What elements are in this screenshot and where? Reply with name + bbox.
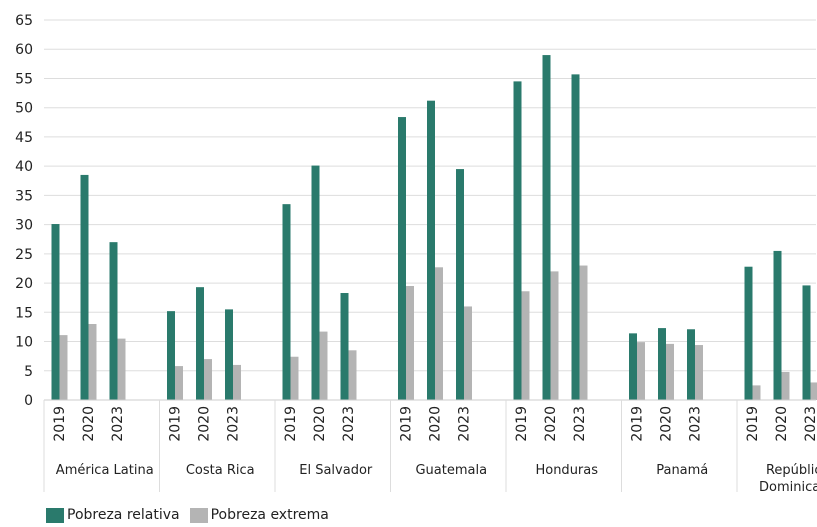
bar-pobreza-relativa <box>571 74 580 400</box>
x-tick-label-year: 2023 <box>110 406 126 442</box>
y-tick-label: 60 <box>15 42 33 58</box>
x-tick-label-year: 2019 <box>745 406 761 442</box>
bar-pobreza-extrema <box>88 324 97 400</box>
y-tick-label: 30 <box>15 218 33 234</box>
bar-pobreza-relativa <box>398 117 406 401</box>
bar-pobreza-extrema <box>464 306 472 400</box>
x-tick-label-year: 2020 <box>774 406 790 442</box>
x-tick-label-year: 2019 <box>630 406 646 442</box>
bar-pobreza-extrema <box>752 385 761 400</box>
x-tick-label-year: 2023 <box>688 406 704 442</box>
y-tick-label: 0 <box>24 393 33 409</box>
bar-pobreza-relativa <box>658 328 666 400</box>
bar-pobreza-extrema <box>117 338 126 400</box>
y-tick-label: 20 <box>15 276 33 292</box>
x-tick-label-year: 2019 <box>168 406 184 442</box>
bars <box>51 55 817 401</box>
bar-pobreza-extrema <box>233 364 241 400</box>
x-tick-label-year: 2023 <box>572 406 588 442</box>
bar-pobreza-relativa <box>196 287 204 400</box>
x-tick-label-year: 2023 <box>803 406 817 442</box>
bar-pobreza-relativa <box>687 329 695 400</box>
legend: Pobreza relativa Pobreza extrema <box>46 506 339 524</box>
bar-pobreza-extrema <box>637 342 645 400</box>
bar-pobreza-relativa <box>109 242 118 400</box>
y-tick-label: 65 <box>15 13 33 29</box>
x-tick-label-year: 2019 <box>399 406 415 442</box>
y-tick-label: 35 <box>15 188 33 204</box>
y-tick-label: 55 <box>15 71 33 87</box>
bar-pobreza-relativa <box>167 311 175 400</box>
bar-pobreza-extrema <box>521 291 530 400</box>
bar-pobreza-extrema <box>319 331 328 400</box>
legend-swatch-relative <box>46 507 64 523</box>
x-group-label: América Latina <box>56 463 154 478</box>
x-tick-label-year: 2020 <box>543 406 559 442</box>
x-group-label: Honduras <box>535 463 598 478</box>
x-tick-label-year: 2020 <box>81 406 97 442</box>
bar-pobreza-relativa <box>542 55 551 400</box>
bar-pobreza-relativa <box>773 250 782 400</box>
x-tick-label-year: 2019 <box>283 406 299 442</box>
bar-pobreza-extrema <box>59 335 68 400</box>
legend-label-relative: Pobreza relativa <box>67 507 180 523</box>
x-tick-label-year: 2020 <box>312 406 328 442</box>
axes: 0 5 10 15 20 25 30 35 40 45 50 55 60 65 2019 2020 2023 Am… <box>15 13 817 495</box>
y-tick-label: 50 <box>15 101 33 117</box>
y-tick-label: 25 <box>15 247 33 263</box>
x-tick-label-year: 2020 <box>197 406 213 442</box>
y-tick-label: 40 <box>15 159 33 175</box>
bar-pobreza-relativa <box>282 204 291 400</box>
y-tick-label: 5 <box>24 364 33 380</box>
bar-pobreza-extrema <box>406 286 414 400</box>
legend-swatch-extreme <box>189 507 208 523</box>
y-tick-label: 15 <box>15 305 33 321</box>
x-tick-label-year: 2023 <box>457 406 473 442</box>
x-tick-label-year: 2020 <box>659 406 675 442</box>
y-tick-label: 10 <box>15 335 33 351</box>
x-tick-label-year: 2023 <box>226 406 242 442</box>
bar-pobreza-extrema <box>579 265 588 400</box>
x-tick-label-year: 2019 <box>52 406 68 442</box>
bar-pobreza-relativa <box>225 309 233 400</box>
bar-pobreza-extrema <box>810 382 817 400</box>
x-tick-label-year: 2023 <box>341 406 357 442</box>
bar-pobreza-extrema <box>435 267 443 400</box>
bar-chart: 0 5 10 15 20 25 30 35 40 45 50 55 60 65 2019 2020 2023 Am… <box>15 13 817 495</box>
bar-pobreza-extrema <box>204 359 212 400</box>
bar-pobreza-relativa <box>456 169 464 400</box>
bar-pobreza-extrema <box>666 343 674 400</box>
x-tick-label-year: 2020 <box>428 406 444 442</box>
bar-pobreza-relativa <box>802 285 811 400</box>
x-group-label: Costa Rica <box>186 463 255 478</box>
bar-pobreza-relativa <box>427 100 435 400</box>
bar-pobreza-extrema <box>348 350 357 400</box>
x-group-label: Guatemala <box>415 463 487 478</box>
x-group-label: República <box>766 463 817 478</box>
bar-pobreza-extrema <box>781 371 790 400</box>
bar-pobreza-relativa <box>311 165 320 400</box>
x-tick-label-year: 2019 <box>514 406 530 442</box>
y-tick-label: 45 <box>15 130 33 146</box>
bar-pobreza-relativa <box>629 333 637 400</box>
legend-label-extreme: Pobreza extrema <box>210 507 329 523</box>
legend-item-extreme: Pobreza extrema <box>189 507 329 523</box>
x-group-label: Dominicana <box>759 480 817 495</box>
x-group-label: Panamá <box>656 463 708 478</box>
bar-pobreza-relativa <box>80 174 89 400</box>
bar-pobreza-extrema <box>175 366 183 400</box>
bar-pobreza-relativa <box>51 224 60 400</box>
bar-pobreza-extrema <box>695 345 703 400</box>
bar-pobreza-relativa <box>744 266 753 400</box>
bar-pobreza-extrema <box>290 356 299 400</box>
bar-pobreza-relativa <box>513 81 522 400</box>
bar-pobreza-extrema <box>550 271 559 400</box>
bar-pobreza-relativa <box>340 293 349 400</box>
legend-item-relative: Pobreza relativa <box>46 507 180 523</box>
x-group-label: El Salvador <box>299 463 373 478</box>
